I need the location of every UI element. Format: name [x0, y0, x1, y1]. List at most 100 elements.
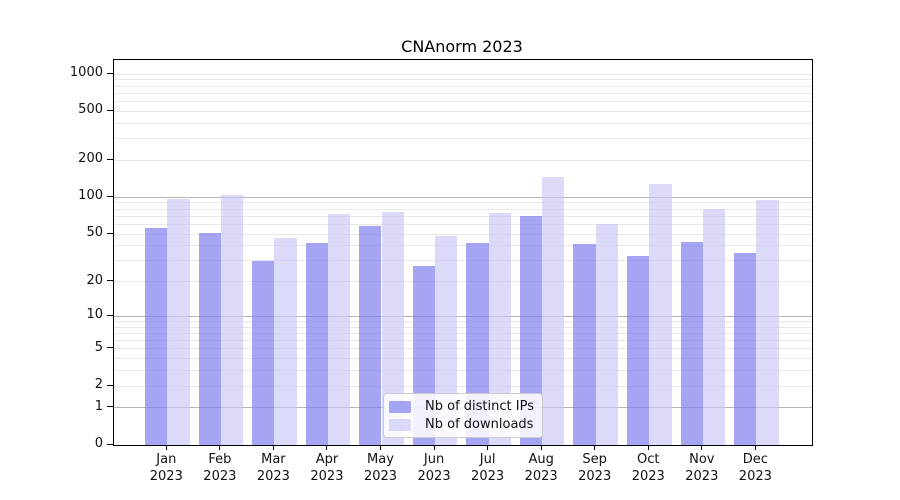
x-axis-tick-label: Sep 2023	[563, 451, 627, 485]
x-label-year: 2023	[203, 469, 237, 484]
gridline-minor	[114, 260, 812, 262]
y-axis-tick-label: 10	[86, 307, 103, 323]
bar-jan-downloads	[167, 198, 190, 445]
gridline-minor	[114, 326, 812, 328]
x-axis-tick	[647, 445, 649, 450]
bar-may-distinct-ips	[359, 226, 382, 445]
x-axis-tick	[540, 445, 542, 450]
legend-row: Nb of distinct IPs	[389, 399, 534, 414]
y-axis-tick-label: 500	[78, 102, 103, 118]
y-axis-tick-label: 100	[78, 188, 103, 204]
legend-row: Nb of downloads	[389, 417, 534, 432]
bar-feb-downloads	[220, 195, 244, 445]
x-axis-tick-label: May 2023	[349, 451, 413, 485]
gridline-minor	[114, 73, 812, 75]
gridline-minor	[114, 79, 812, 81]
plot-area: Nb of distinct IPs Nb of downloads	[113, 59, 813, 446]
x-axis-tick	[219, 445, 221, 450]
x-axis-tick	[326, 445, 328, 450]
y-axis-tick	[107, 280, 113, 282]
x-label-year: 2023	[256, 469, 290, 484]
x-label-month: Jul	[479, 452, 496, 467]
gridline-minor	[114, 223, 812, 225]
gridline-minor	[114, 215, 812, 217]
gridline-minor	[114, 85, 812, 87]
bar-jan-distinct-ips	[145, 228, 168, 445]
bar-dec-distinct-ips	[734, 252, 757, 445]
x-axis-tick-label: Nov 2023	[670, 451, 734, 485]
x-axis-tick	[380, 445, 381, 450]
x-label-month: Oct	[637, 452, 660, 467]
bar-may-downloads	[381, 211, 404, 445]
bar-sep-downloads	[595, 223, 618, 445]
y-axis-tick-label: 1000	[69, 65, 103, 81]
y-axis-tick	[107, 232, 113, 234]
gridline-minor	[114, 101, 812, 103]
gridline-minor	[114, 245, 812, 247]
x-axis-tick	[594, 445, 596, 450]
gridline-minor	[114, 122, 812, 124]
x-axis-tick-label: Feb 2023	[188, 451, 252, 485]
gridline-minor	[114, 358, 812, 360]
bar-oct-distinct-ips	[626, 255, 650, 445]
bar-sep-distinct-ips	[573, 244, 596, 445]
x-label-month: Sep	[582, 452, 607, 467]
gridline-major	[114, 196, 812, 198]
x-label-month: Jan	[156, 452, 177, 467]
bar-aug-downloads	[542, 176, 565, 445]
x-label-year: 2023	[310, 469, 344, 484]
x-label-year: 2023	[685, 469, 719, 484]
y-axis-tick	[107, 109, 113, 111]
legend-label-distinct-ips: Nb of distinct IPs	[425, 399, 534, 414]
gridline-major	[114, 315, 812, 317]
x-axis-tick	[754, 445, 756, 450]
x-axis-tick	[487, 445, 489, 450]
y-axis-tick	[107, 72, 113, 74]
y-axis-tick	[107, 347, 113, 349]
y-axis-tick	[107, 195, 113, 197]
x-axis-tick	[165, 445, 167, 450]
x-axis-tick-label: Apr 2023	[295, 451, 359, 485]
x-label-year: 2023	[417, 469, 451, 484]
y-axis-tick	[107, 384, 113, 386]
legend-swatch-distinct-ips	[389, 400, 412, 413]
legend-label-downloads: Nb of downloads	[425, 417, 534, 432]
y-axis-tick-label: 0	[94, 436, 103, 451]
gridline-minor	[114, 110, 812, 112]
y-axis-tick-label: 20	[86, 272, 103, 288]
x-axis-tick	[272, 445, 274, 450]
x-label-year: 2023	[149, 469, 183, 484]
x-label-year: 2023	[578, 469, 612, 484]
legend-swatch-downloads	[389, 418, 412, 431]
x-label-month: Mar	[261, 452, 286, 467]
gridline-minor	[114, 385, 812, 387]
y-axis-tick-label: 2	[94, 377, 103, 393]
x-label-month: Feb	[208, 452, 232, 467]
gridline-minor	[114, 281, 812, 283]
gridline-minor	[114, 202, 812, 204]
x-axis-tick-label: Jun 2023	[402, 451, 466, 485]
bar-apr-distinct-ips	[305, 243, 328, 445]
x-axis-tick-label: Jan 2023	[134, 451, 198, 485]
gridline-minor	[114, 332, 812, 334]
y-axis-tick	[107, 158, 113, 160]
bar-jun-downloads	[435, 236, 458, 445]
x-axis-tick-label: Jul 2023	[456, 451, 520, 485]
bar-nov-downloads	[702, 209, 726, 445]
x-label-month: Apr	[315, 452, 339, 467]
bar-apr-downloads	[327, 214, 351, 445]
chart-title: CNAnorm 2023	[401, 37, 523, 56]
x-label-year: 2023	[738, 469, 772, 484]
bar-feb-distinct-ips	[198, 232, 221, 445]
bar-aug-distinct-ips	[519, 216, 543, 445]
x-label-year: 2023	[524, 469, 558, 484]
gridline-minor	[114, 370, 812, 372]
x-axis-tick-label: Oct 2023	[616, 451, 680, 485]
gridline-minor	[114, 159, 812, 161]
x-axis-tick	[433, 445, 435, 450]
bar-jul-downloads	[488, 213, 511, 445]
x-label-year: 2023	[631, 469, 665, 484]
gridline-minor	[114, 233, 812, 235]
y-axis-tick-label: 5	[94, 339, 103, 355]
